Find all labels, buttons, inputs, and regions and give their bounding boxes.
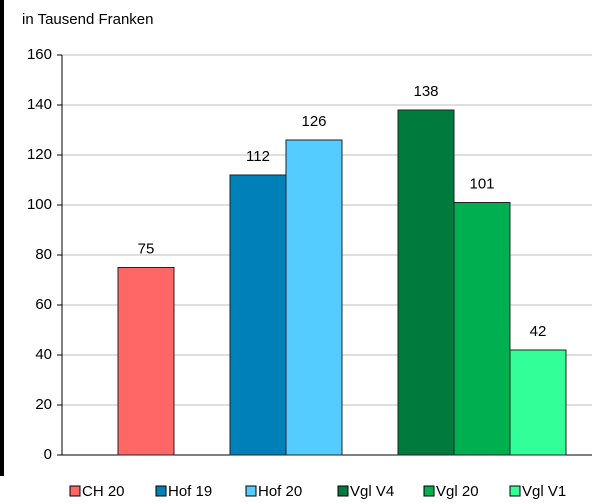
legend-marker — [155, 485, 167, 497]
y-tick-label: 100 — [27, 196, 52, 213]
y-tick-label: 40 — [35, 346, 52, 363]
legend-label: Hof 19 — [168, 483, 212, 500]
left-edge — [0, 0, 4, 476]
legend-marker — [337, 485, 349, 497]
data-label: 42 — [530, 323, 547, 340]
legend-label: Vgl V1 — [522, 483, 566, 500]
legend-marker — [509, 485, 521, 497]
bar — [285, 139, 343, 456]
y-tick-label: 80 — [35, 246, 52, 263]
legend-label: Vgl 20 — [436, 483, 479, 500]
bar — [397, 109, 455, 456]
y-tick-label: 20 — [35, 396, 52, 413]
data-label: 138 — [413, 83, 438, 100]
y-tick-label: 140 — [27, 96, 52, 113]
bar — [229, 174, 287, 456]
legend-label: Hof 20 — [258, 483, 302, 500]
bar — [117, 267, 175, 456]
chart-title: in Tausend Franken — [22, 11, 153, 28]
legend-marker — [69, 485, 81, 497]
data-label: 101 — [469, 175, 494, 192]
data-label: 112 — [246, 148, 270, 165]
legend-marker — [245, 485, 257, 497]
bar — [453, 202, 511, 456]
bar — [509, 349, 567, 456]
data-label: 126 — [301, 113, 326, 130]
y-tick-label: 160 — [27, 46, 52, 63]
data-label: 75 — [138, 240, 155, 257]
legend-label: CH 20 — [82, 483, 125, 500]
y-tick-label: 0 — [44, 446, 52, 463]
legend-marker — [423, 485, 435, 497]
y-tick-label: 120 — [27, 146, 52, 163]
y-tick-label: 60 — [35, 296, 52, 313]
legend-label: Vgl V4 — [350, 483, 394, 500]
